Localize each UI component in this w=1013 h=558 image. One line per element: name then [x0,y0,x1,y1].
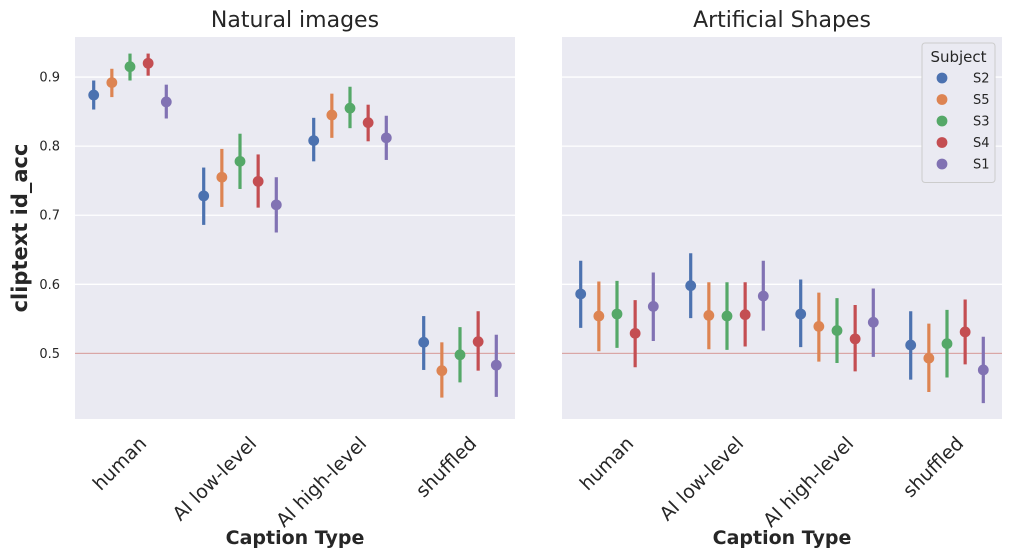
plot-area [75,37,515,419]
y-tick-label: 0.9 [39,71,60,86]
x-axis-label: Caption Type [226,527,365,549]
legend-label: S5 [973,93,990,108]
series-S3 [611,280,953,378]
data-point [490,359,502,371]
data-point [308,135,320,147]
y-tick-label: 0.5 [39,347,60,362]
data-point [326,109,338,121]
data-point [685,280,697,292]
data-point [593,310,605,322]
data-point [216,171,228,183]
data-point [270,199,282,211]
legend-label: S1 [973,158,990,173]
legend-title: Subject [930,48,986,66]
y-tick-label: 0.6 [39,278,60,293]
y-tick-label: 0.8 [39,140,60,155]
legend-label: S4 [973,136,990,151]
data-point [721,310,733,322]
data-point [813,321,825,332]
x-tick-label: AI high-level [272,433,371,532]
series-S1 [647,260,989,404]
data-point [234,155,246,167]
series-S5 [593,281,935,393]
legend-label: S3 [973,115,990,130]
data-point [923,352,935,364]
data-point [575,288,587,300]
data-point [795,308,807,320]
data-point [867,316,879,328]
data-point [941,338,953,350]
panel-1: 0.5 0.6 0.7 0.8 0.9 human AI low-level AI high-… [39,8,515,549]
data-point [362,117,374,129]
x-tick-label: human [89,433,151,495]
data-point [905,339,917,351]
series-S4 [629,282,971,372]
data-point [757,290,769,302]
x-tick-label: shuffled [412,433,481,502]
data-point [849,333,861,345]
data-point [160,96,172,108]
panel-title: Natural images [211,8,379,33]
series-S2 [575,253,917,380]
data-point [454,349,466,361]
legend-marker [936,158,948,170]
data-point [831,325,843,336]
data-point [198,190,210,202]
panel-title: Artificial Shapes [693,8,871,33]
series-S5 [106,68,448,398]
legend-marker [936,137,948,148]
series-S1 [160,84,502,397]
legend-marker [936,115,948,127]
legend: Subject S2 S5 S3 S4 S1 [921,42,996,183]
legend-label: S2 [973,72,990,87]
x-tick-label: human [576,433,638,495]
data-point [418,336,430,348]
legend-marker [936,72,948,84]
y-tick-label: 0.7 [39,209,60,224]
data-point [647,301,659,312]
series-S3 [124,53,466,383]
data-point [124,61,136,73]
y-axis-label: cliptext id_acc [8,144,32,313]
x-tick-label: AI low-level [655,433,748,526]
x-tick-label: AI high-level [759,433,858,532]
x-tick-label: shuffled [899,433,968,502]
x-tick-label: AI low-level [168,433,261,526]
data-point [703,309,715,321]
data-point [106,77,118,88]
data-point [88,89,100,101]
x-axis-label: Caption Type [713,527,852,549]
series-S4 [142,53,484,371]
legend-marker [936,94,948,105]
data-point [739,309,751,321]
data-point [472,336,484,348]
series-S2 [88,80,430,370]
data-point [380,132,392,144]
data-point [436,365,448,377]
data-point [611,308,623,320]
data-point [977,364,989,376]
data-point [629,327,641,339]
data-point [344,102,356,114]
data-point [252,175,264,187]
data-point [959,326,971,338]
data-point [142,57,154,69]
